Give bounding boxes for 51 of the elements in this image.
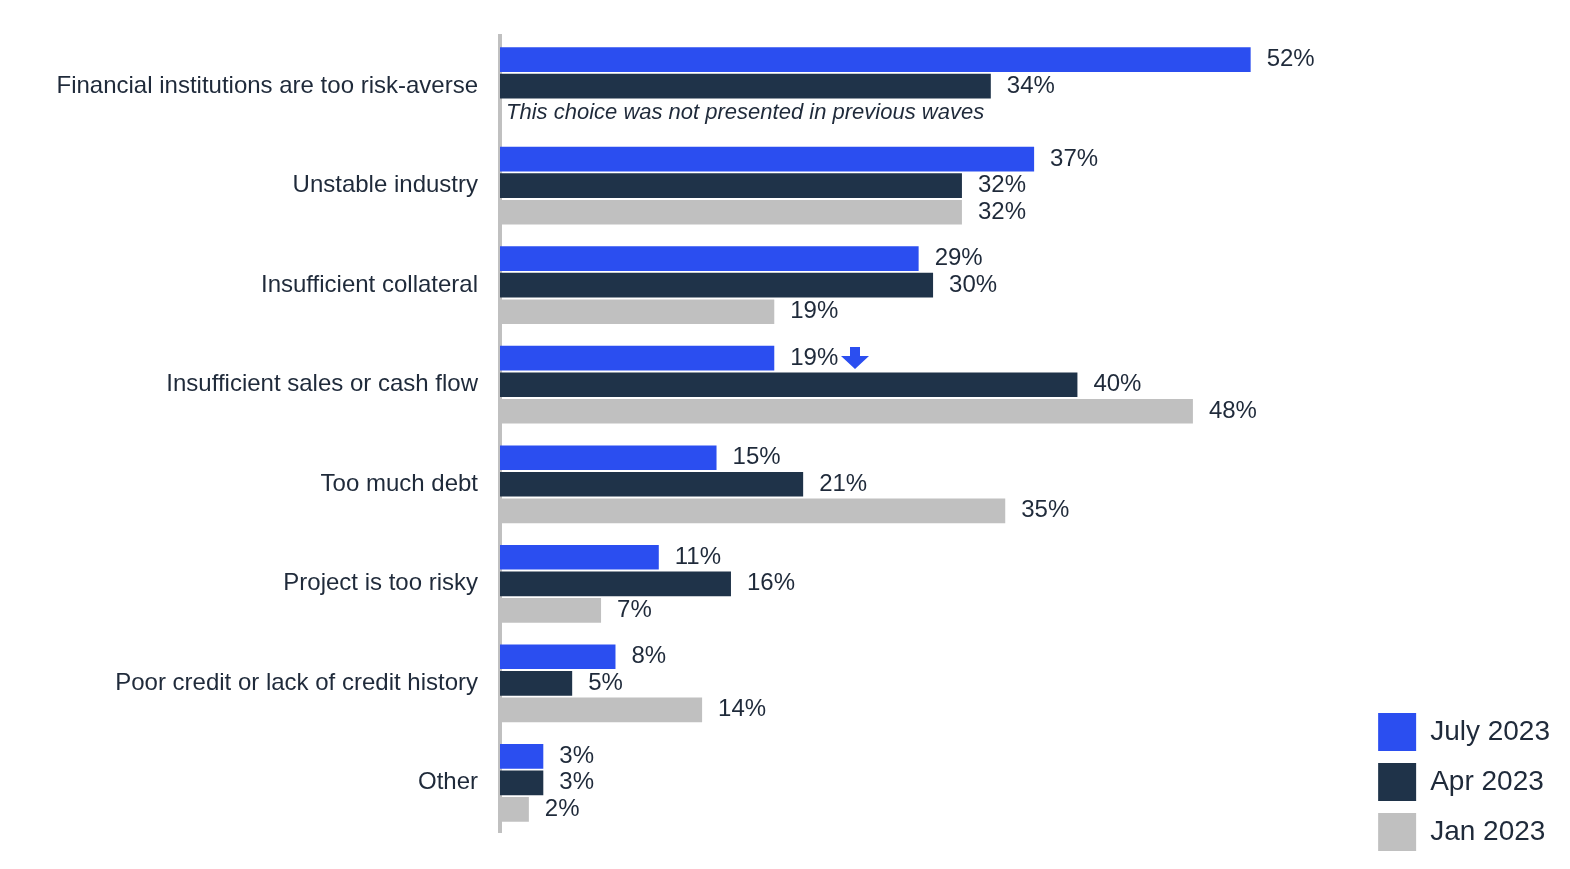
y-tick-label: Insufficient collateral (260, 269, 478, 297)
bar (500, 571, 731, 597)
data-label: 34% (1006, 70, 1055, 98)
bar (500, 47, 1251, 72)
data-label: 16% (746, 568, 796, 596)
y-tick-label: Financial institutions are too risk-averse (56, 70, 478, 98)
data-label: 32% (977, 170, 1026, 198)
data-label: 32% (977, 196, 1026, 224)
bar (500, 743, 544, 769)
bar (500, 146, 1035, 172)
bar (500, 544, 659, 570)
data-label: 2% (544, 794, 580, 821)
data-label: 37% (1050, 143, 1099, 171)
bar (500, 173, 962, 199)
y-tick-label: Unstable industry (292, 170, 478, 198)
annotation: This choice was not presented in previous waves (506, 98, 985, 124)
data-label: 19% (790, 342, 839, 370)
bar (500, 345, 775, 371)
bar (500, 246, 919, 272)
bar (500, 770, 544, 796)
data-label: 30% (949, 269, 998, 297)
legend-label: Apr 2023 (1430, 764, 1544, 796)
y-tick-label: Insufficient sales or cash flow (166, 369, 479, 397)
data-label: 35% (1021, 495, 1070, 523)
bar (500, 372, 1078, 398)
data-label: 3% (559, 767, 594, 795)
bar (500, 471, 804, 497)
bar (500, 644, 616, 670)
data-label: 14% (718, 694, 767, 722)
data-label: 19% (790, 296, 839, 324)
data-label: 8% (631, 641, 667, 669)
data-label: 15% (732, 442, 781, 470)
y-tick-label: Too much debt (320, 468, 479, 496)
bar (500, 73, 991, 99)
legend-label: Jan 2023 (1430, 814, 1546, 846)
legend-label: July 2023 (1430, 714, 1551, 746)
data-label: 21% (819, 468, 868, 496)
data-label: 5% (588, 667, 623, 695)
bar (500, 445, 717, 471)
bar (500, 670, 573, 696)
data-label: 40% (1093, 369, 1142, 397)
data-label: 29% (934, 243, 983, 271)
bar (500, 272, 934, 298)
y-tick-label: Poor credit or lack of credit history (115, 667, 478, 695)
data-label: 52% (1266, 44, 1315, 72)
y-tick-label: Other (417, 767, 478, 795)
data-label: 11% (674, 541, 722, 569)
y-tick-label: Project is too risky (283, 568, 478, 596)
data-label: 7% (617, 594, 652, 622)
data-label: 48% (1208, 395, 1257, 423)
data-label: 3% (559, 740, 594, 768)
